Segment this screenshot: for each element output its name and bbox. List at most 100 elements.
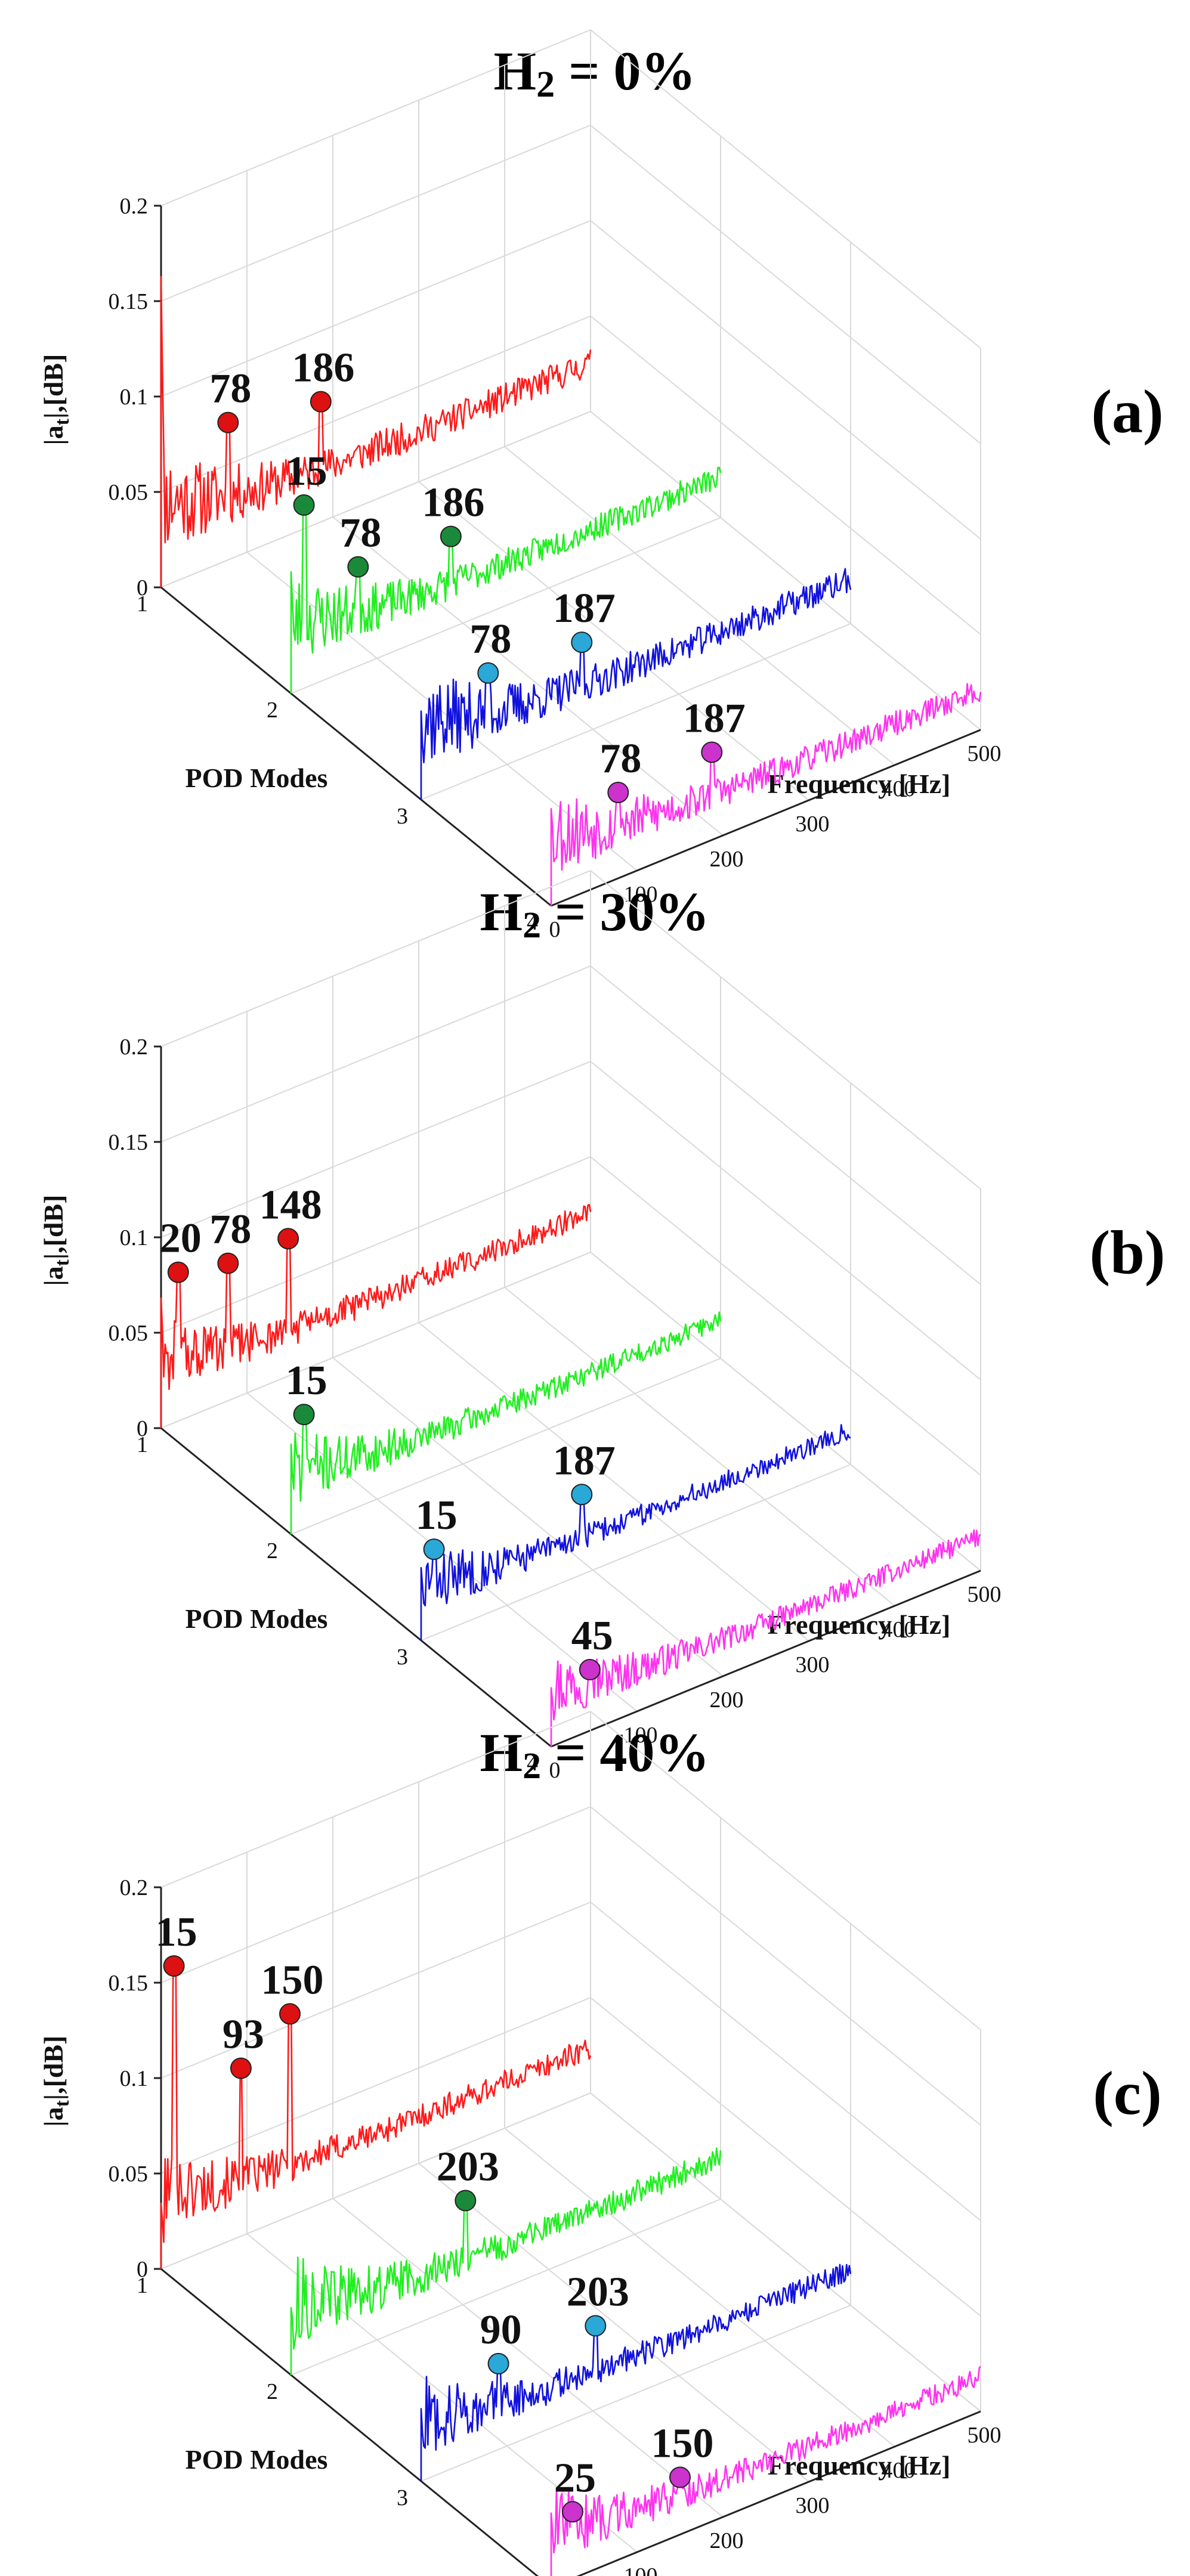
z-tick-label: 0.2 bbox=[120, 194, 149, 219]
grid-line bbox=[290, 517, 721, 694]
frequency-tick-label: 500 bbox=[968, 1582, 1002, 1607]
peak-label: 25 bbox=[554, 2455, 596, 2501]
mode-tick-label: 3 bbox=[397, 1645, 408, 1670]
peak-label: 78 bbox=[339, 510, 381, 556]
grid-line bbox=[590, 1711, 981, 2030]
grid-line bbox=[590, 870, 981, 1190]
z-tick-label: 0.15 bbox=[109, 289, 149, 314]
peak-marker bbox=[217, 411, 239, 434]
mode-tick-label: 2 bbox=[267, 2379, 278, 2404]
peak-label: 15 bbox=[416, 1493, 458, 1538]
peak-marker bbox=[562, 2501, 583, 2523]
peak-marker bbox=[585, 2315, 607, 2337]
peak-label: 90 bbox=[480, 2307, 522, 2353]
spectrum-line-mode-4 bbox=[550, 683, 982, 906]
peak-marker bbox=[217, 1252, 239, 1274]
peak-marker bbox=[310, 391, 332, 413]
z-axis-title-main: |a bbox=[38, 1266, 69, 1286]
mode-tick-label: 1 bbox=[137, 2273, 148, 2298]
grid-line bbox=[504, 2128, 895, 2447]
chart-panel-c: H2 = 40%(c)00.050.10.150.212340100200300… bbox=[38, 1711, 1162, 2576]
chart-title: H2 = 30% bbox=[480, 881, 710, 946]
grid-line bbox=[160, 965, 591, 1143]
spectrum-line-mode-2 bbox=[290, 466, 722, 693]
peak-marker bbox=[455, 2190, 477, 2212]
chart-title: H2 = 40% bbox=[480, 1722, 710, 1787]
grid-line bbox=[418, 1322, 809, 1642]
chart-title-subscript: 2 bbox=[523, 1746, 541, 1787]
frequency-tick-label: 300 bbox=[796, 2493, 830, 2518]
peak-label: 203 bbox=[437, 2144, 499, 2190]
chart-title-main: H bbox=[494, 41, 537, 101]
grid-line bbox=[590, 1156, 981, 1476]
peak-marker bbox=[477, 662, 499, 684]
grid-line bbox=[332, 2198, 724, 2518]
z-tick-label: 0.1 bbox=[120, 385, 149, 410]
peak-marker bbox=[701, 741, 723, 763]
spectrum-line-mode-3 bbox=[420, 568, 852, 800]
panel-label: (a) bbox=[1091, 377, 1163, 446]
frequency-tick-label: 300 bbox=[796, 1652, 830, 1677]
peak-marker bbox=[230, 2057, 252, 2079]
z-axis-title: |at|,[dB] bbox=[38, 354, 73, 445]
frequency-tick-label: 0 bbox=[549, 1758, 561, 1783]
spectrum-line-mode-1 bbox=[160, 275, 592, 587]
grid-line bbox=[160, 220, 591, 397]
z-tick-label: 0.2 bbox=[120, 1875, 149, 1900]
peak-marker bbox=[423, 1538, 445, 1561]
grid-line bbox=[418, 481, 809, 801]
peak-label: 78 bbox=[209, 1207, 251, 1253]
peak-label: 78 bbox=[469, 617, 511, 662]
grid-line bbox=[290, 1358, 721, 1535]
chart-title-main: H bbox=[480, 881, 523, 942]
frequency-tick-label: 200 bbox=[710, 847, 744, 872]
mode-tick-label: 2 bbox=[267, 1538, 278, 1563]
grid-line bbox=[332, 516, 724, 836]
grid-line bbox=[418, 2163, 809, 2482]
spectrum-line-mode-3 bbox=[420, 2264, 852, 2481]
frequency-tick-label: 400 bbox=[882, 2458, 916, 2483]
grid-line bbox=[160, 29, 591, 206]
spectrum-line-mode-1 bbox=[160, 1203, 592, 1428]
z-axis-title-main: |a bbox=[38, 2107, 69, 2126]
grid-line bbox=[160, 411, 591, 588]
mode-axis-line bbox=[160, 586, 552, 907]
z-tick-label: 0.2 bbox=[120, 1035, 149, 1060]
grid-line bbox=[590, 1997, 981, 2317]
frequency-tick-label: 0 bbox=[549, 917, 561, 942]
grid-line bbox=[332, 1357, 724, 1677]
grid-line bbox=[160, 125, 591, 302]
grid-line bbox=[160, 1902, 591, 2079]
frequency-axis-title: Frequency [Hz] bbox=[767, 1609, 950, 1640]
mode-tick-label: 3 bbox=[397, 2485, 408, 2510]
grid-line bbox=[590, 315, 981, 635]
mode-axis-line bbox=[160, 1427, 552, 1748]
grid-line bbox=[160, 2092, 591, 2270]
frequency-tick-label: 200 bbox=[710, 2528, 744, 2553]
frequency-tick-label: 500 bbox=[968, 2423, 1002, 2448]
chart-title-tail: = 40% bbox=[541, 1722, 709, 1783]
peak-marker bbox=[167, 1261, 189, 1283]
frequency-axis-title: Frequency [Hz] bbox=[767, 2450, 950, 2481]
z-axis-title-tail: |,[dB] bbox=[38, 1195, 69, 1260]
chart-title: H2 = 0% bbox=[494, 41, 696, 105]
grid-line bbox=[160, 315, 591, 493]
grid-line bbox=[590, 965, 981, 1285]
z-tick-label: 0 bbox=[137, 575, 148, 600]
mode-axis-title: POD Modes bbox=[186, 763, 328, 793]
grid-line bbox=[160, 1061, 591, 1238]
z-axis-title-tail: |,[dB] bbox=[38, 354, 69, 419]
chart-title-subscript: 2 bbox=[523, 905, 541, 946]
grid-line bbox=[590, 1061, 981, 1380]
z-tick-label: 0.05 bbox=[109, 2162, 149, 2187]
peak-label: 78 bbox=[209, 366, 251, 412]
z-tick-label: 0 bbox=[137, 1416, 148, 1441]
grid-line bbox=[590, 125, 981, 444]
z-axis-title: |at|,[dB] bbox=[38, 1195, 73, 1286]
peak-label: 187 bbox=[553, 586, 616, 631]
peak-marker bbox=[293, 494, 315, 516]
grid-line bbox=[590, 2092, 981, 2412]
grid-line bbox=[590, 29, 981, 349]
